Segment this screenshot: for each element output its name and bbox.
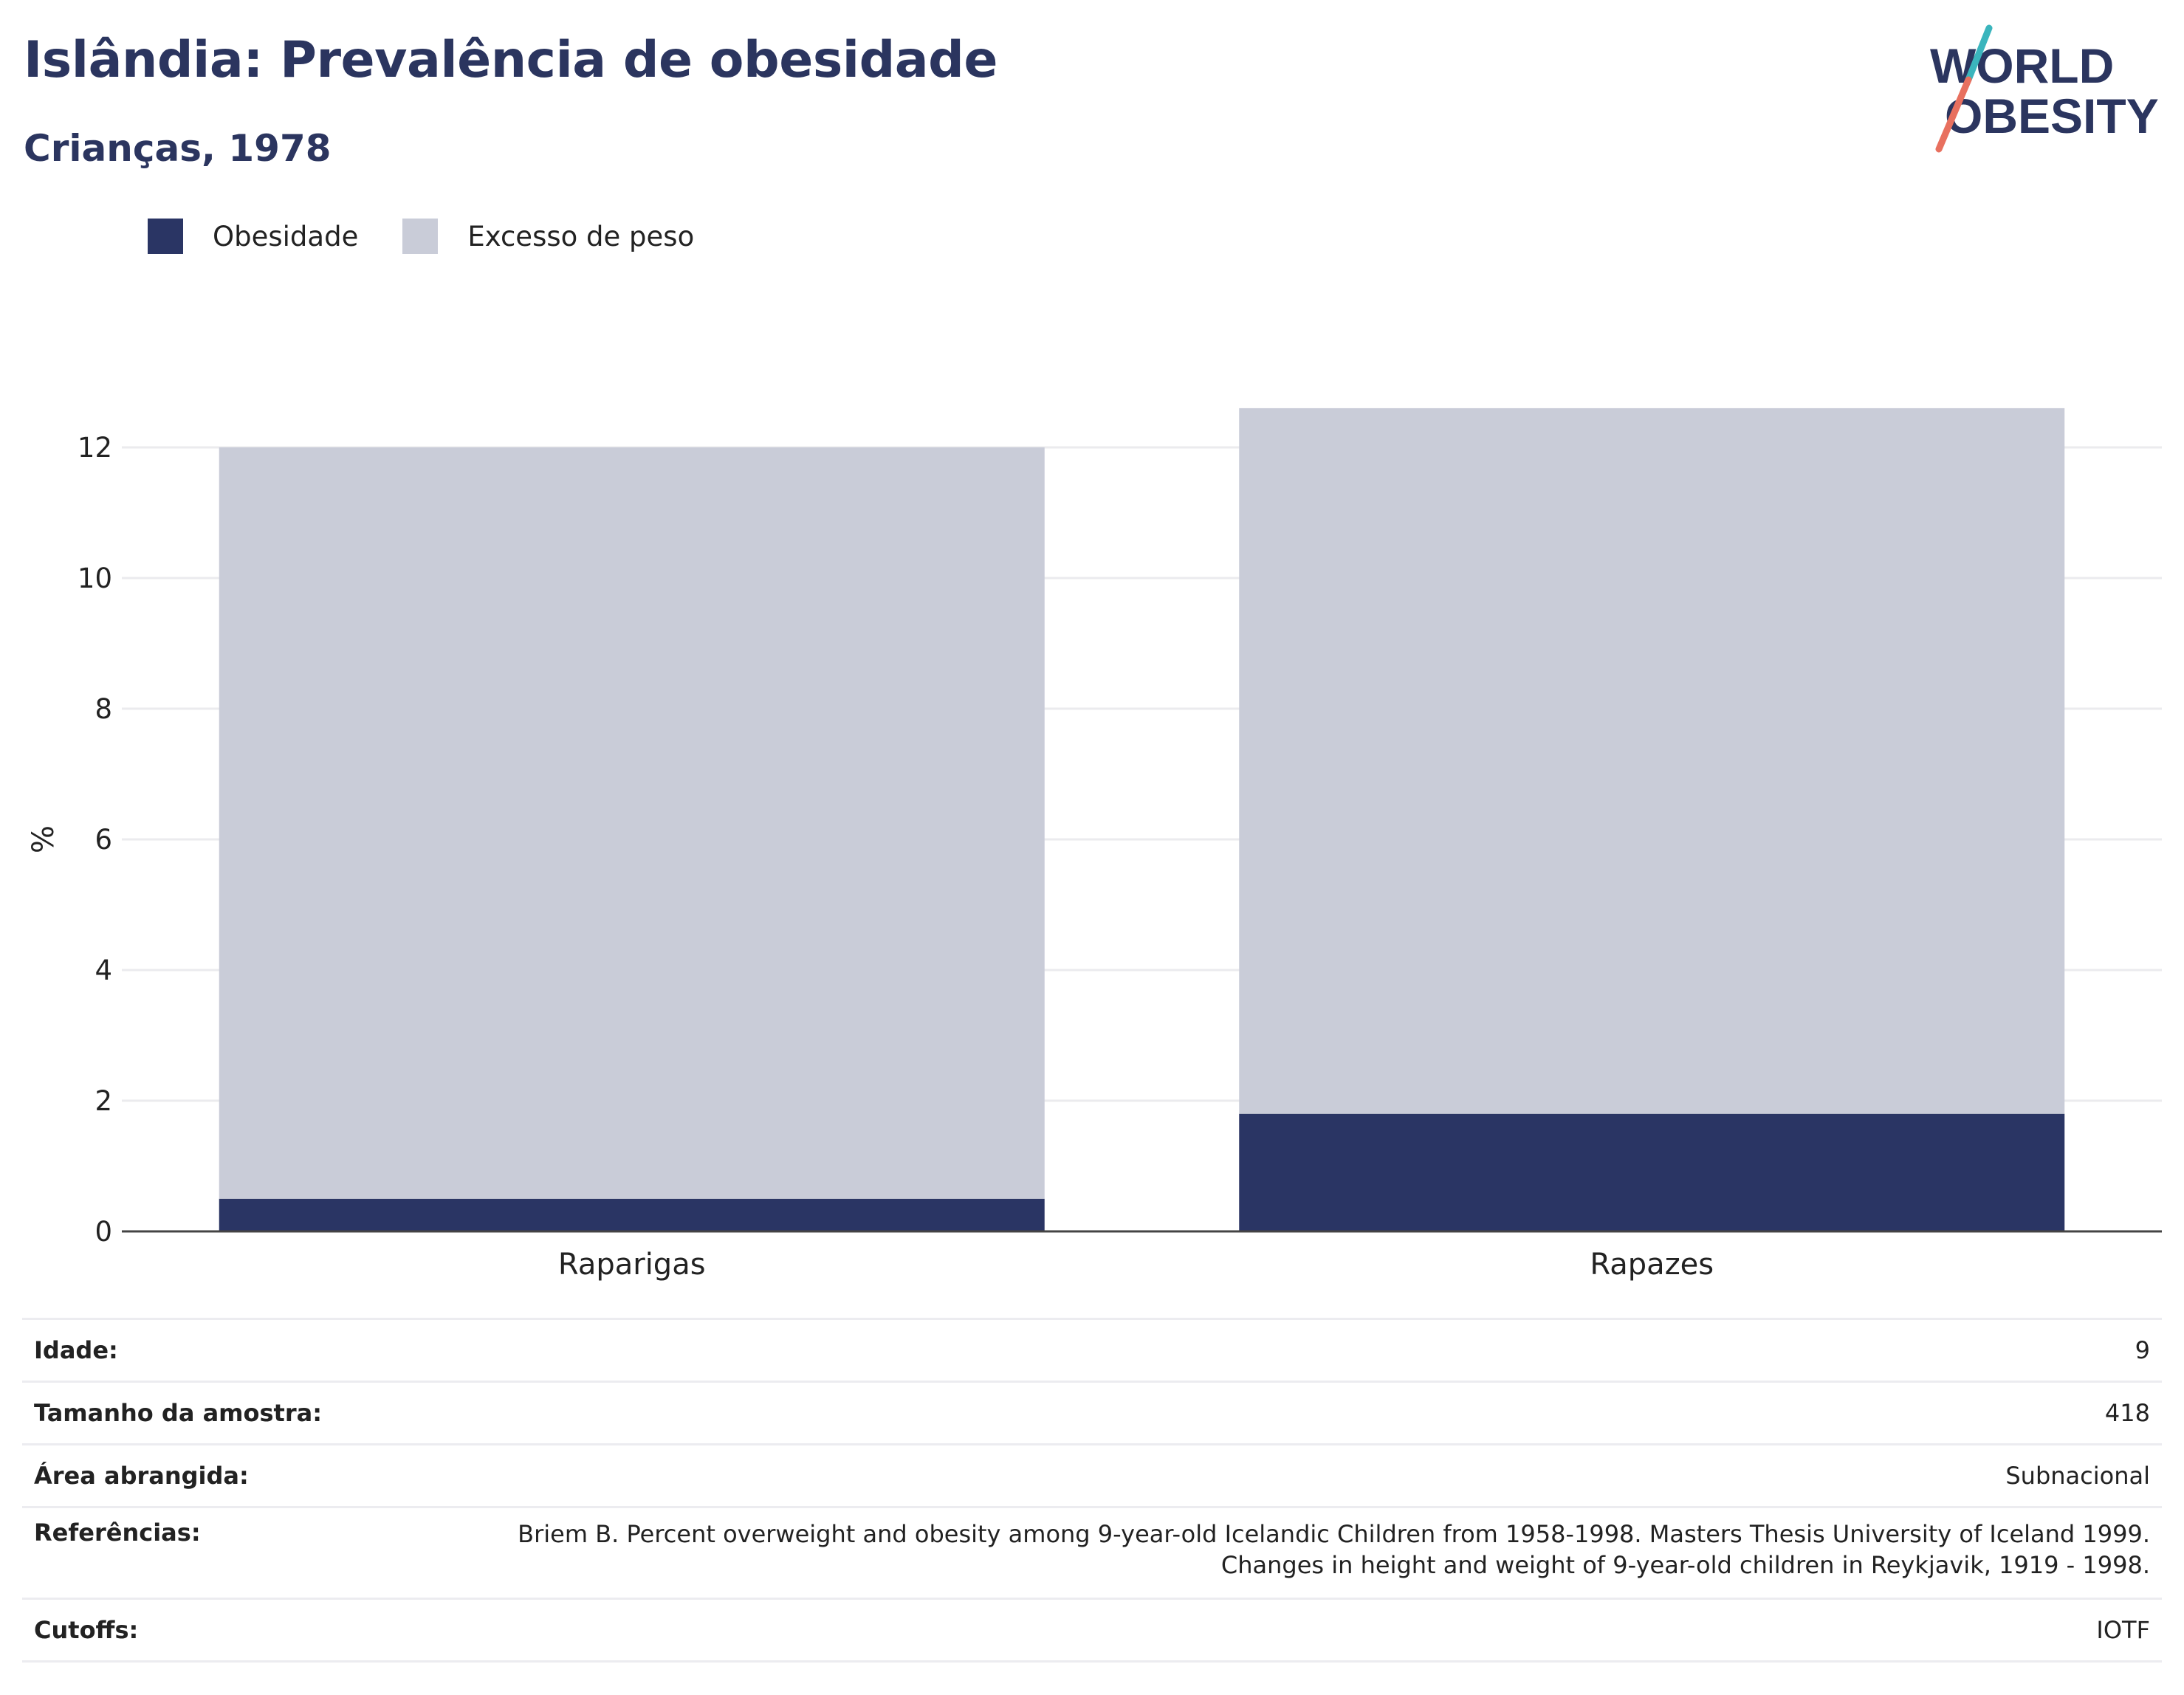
info-value: Subnacional — [489, 1443, 2162, 1507]
world-obesity-logo: WORLD OBESITY — [1930, 24, 2159, 153]
y-tick-label: 6 — [95, 824, 112, 856]
stacked-bar-chart: 0 2 4 6 8 10 12% Raparigas Rapazes — [27, 408, 2162, 1282]
legend-label-excesso-de-peso: Excesso de peso — [467, 220, 695, 252]
y-tick-label: 2 — [95, 1085, 112, 1117]
y-tick-label: 12 — [78, 432, 112, 464]
legend-item-excesso-de-peso: Excesso de peso — [402, 219, 694, 254]
info-label: Área abrangida: — [22, 1443, 489, 1507]
info-row-cutoffs: Cutoffs: IOTF — [22, 1598, 2162, 1663]
x-tick-label: Rapazes — [1590, 1248, 1714, 1282]
info-label: Referências: — [22, 1506, 489, 1599]
chart-legend: Obesidade Excesso de peso — [148, 219, 738, 254]
y-tick-label: 8 — [95, 693, 112, 725]
study-info-table: Idade: 9 Tamanho da amostra: 418 Área ab… — [22, 1318, 2162, 1663]
bar-obesidade — [1239, 1113, 2065, 1231]
chart-title: Islândia: Prevalência de obesidade — [24, 31, 997, 89]
info-value: 418 — [489, 1381, 2162, 1445]
y-tick-label: 4 — [95, 955, 112, 986]
x-tick-label: Raparigas — [558, 1248, 706, 1282]
info-value: 9 — [489, 1318, 2162, 1382]
legend-swatch-obesidade — [148, 219, 183, 254]
info-value: Briem B. Percent overweight and obesity … — [489, 1506, 2162, 1599]
svg-text:WORLD: WORLD — [1930, 38, 2114, 93]
info-row-idade: Idade: 9 — [22, 1318, 2162, 1382]
bar-obesidade — [219, 1198, 1045, 1231]
y-axis-title: % — [27, 825, 61, 853]
y-tick-label: 0 — [95, 1216, 112, 1248]
info-label: Tamanho da amostra: — [22, 1381, 489, 1445]
info-row-referencias: Referências: Briem B. Percent overweight… — [22, 1506, 2162, 1599]
y-tick-label: 10 — [78, 563, 112, 594]
info-row-tamanho-da-amostra: Tamanho da amostra: 418 — [22, 1381, 2162, 1445]
svg-text:OBESITY: OBESITY — [1945, 89, 2159, 143]
info-row-area-abrangida: Área abrangida: Subnacional — [22, 1443, 2162, 1507]
info-label: Cutoffs: — [22, 1598, 489, 1663]
info-label: Idade: — [22, 1318, 489, 1382]
legend-item-obesidade: Obesidade — [148, 219, 358, 254]
chart-subtitle: Crianças, 1978 — [24, 127, 332, 170]
legend-label-obesidade: Obesidade — [213, 220, 359, 252]
bar-excesso-de-peso — [219, 447, 1045, 1199]
bar-excesso-de-peso — [1239, 408, 2065, 1114]
info-value: IOTF — [489, 1598, 2162, 1663]
legend-swatch-excesso-de-peso — [402, 219, 439, 254]
